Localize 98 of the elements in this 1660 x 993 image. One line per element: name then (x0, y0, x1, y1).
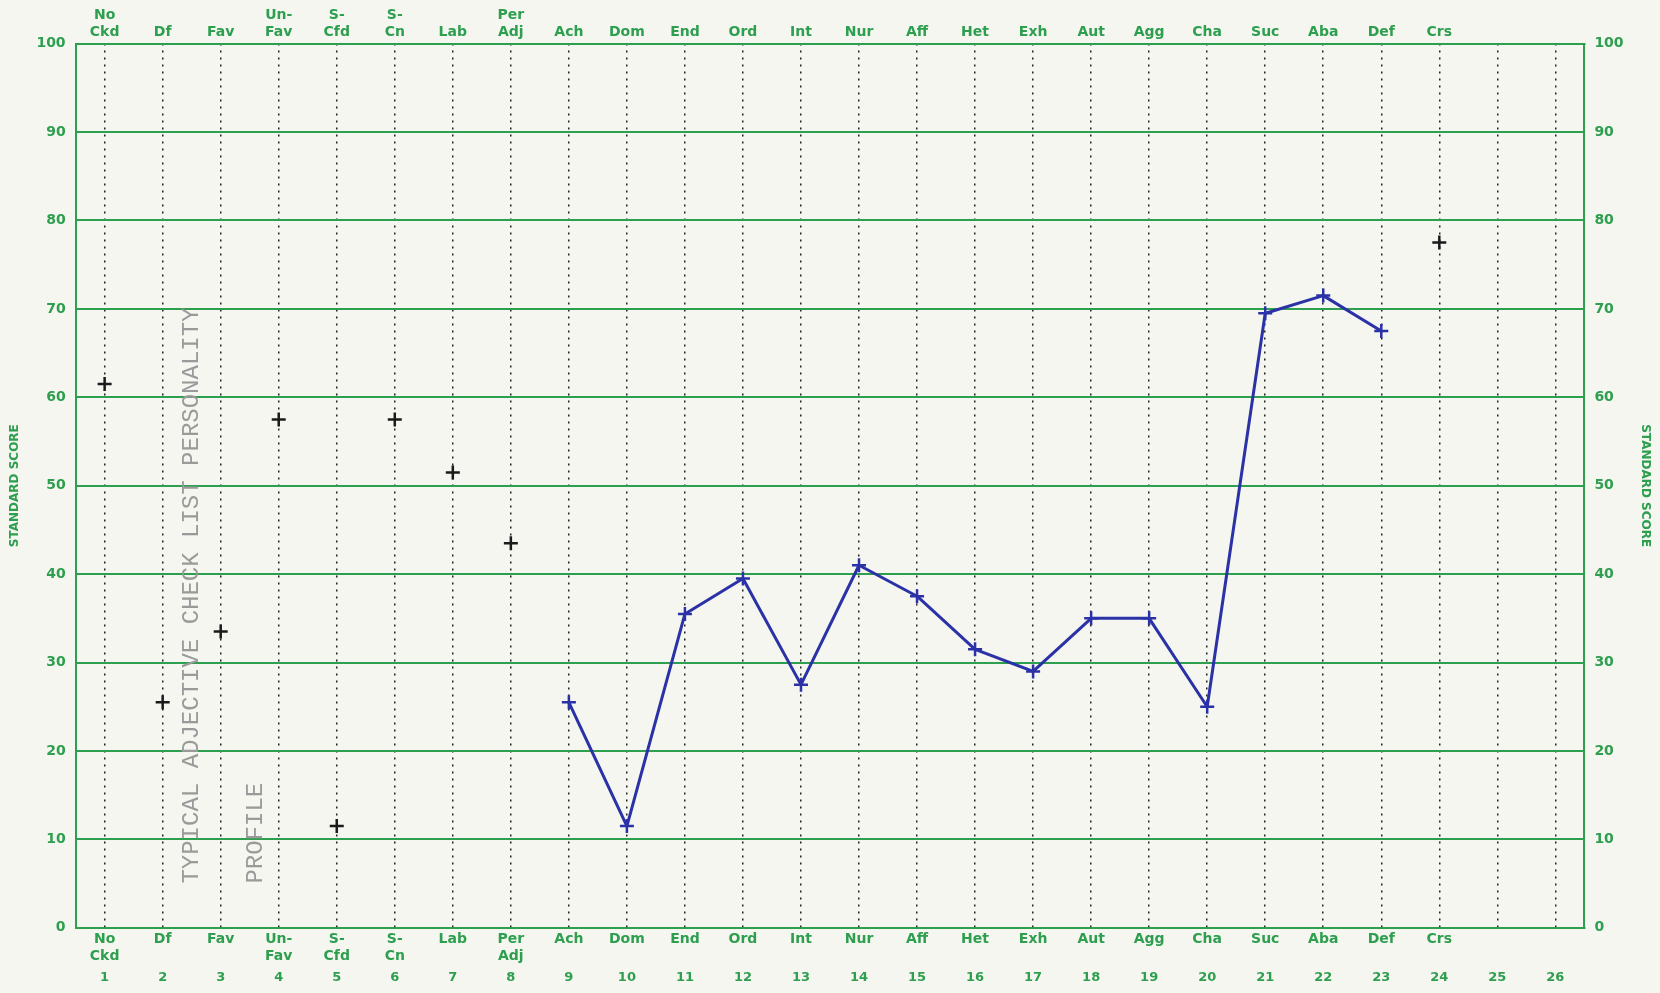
text: 1 2 3 4 5 6 7 8 9 10 11 12 13 14 15 16 17 18 19 20 21 22 23 24 25 26 (100, 968, 1565, 984)
point (1140, 610, 1158, 627)
y2-tick-label: 30 (1594, 653, 1615, 670)
y-axis-title: STANDARD SCORE (7, 424, 22, 548)
category-label: Cha (1192, 22, 1223, 39)
y2-tick-label: 50 (1594, 476, 1615, 493)
y2-tick-label: 40 (1594, 564, 1615, 581)
x-tick-label: Df (153, 929, 173, 946)
point (618, 817, 636, 835)
y-tick-label: 80 (46, 211, 66, 228)
y-tick-label: 10 (46, 830, 66, 847)
category-label: Un- Fav (265, 6, 293, 39)
y2-axis-title: STANDARD SCORE (1638, 424, 1653, 548)
point (1315, 287, 1332, 304)
y-tick-label: 90 (46, 122, 66, 139)
point (328, 817, 345, 835)
point (1256, 305, 1274, 322)
point (560, 694, 578, 711)
x-tick-label: Crs (1426, 929, 1453, 946)
y-tick-label: 60 (46, 387, 66, 404)
point (1373, 322, 1390, 340)
point (386, 411, 404, 428)
category-label: Aba (1308, 22, 1339, 39)
x-tick-label: Aff (905, 929, 929, 946)
x-tick-label: Def (1367, 929, 1396, 946)
category-label: S- Cn (384, 6, 405, 39)
point (270, 411, 287, 428)
x-tick-label: Het (961, 929, 990, 946)
x-tick-label: Fav (207, 929, 235, 946)
y2-tick-label: 60 (1594, 387, 1615, 404)
x-tick-label: Lab (438, 929, 468, 946)
point (154, 694, 171, 711)
category-label: Aff (905, 22, 929, 39)
point (1082, 610, 1100, 627)
category-label: Dom (608, 22, 645, 39)
x-tick-label: Int (790, 929, 813, 946)
point (966, 641, 984, 658)
y-tick-label: 20 (46, 741, 66, 758)
category-label: Exh (1018, 22, 1048, 39)
x-tick-label: S- Cn (384, 929, 405, 963)
x-tick-label: Cha (1192, 929, 1223, 946)
x-tick-label: No Ckd (89, 929, 120, 963)
category-label: Suc (1251, 22, 1280, 39)
annotation: TYPICAL ADJECTIVE CHECK LIST PERSONALITY (178, 307, 206, 884)
point (212, 623, 229, 640)
y2-tick-label: 10 (1594, 830, 1615, 847)
y-tick-label: 0 (55, 918, 66, 935)
x-tick-label: Exh (1018, 929, 1048, 946)
y-tick-label: 50 (46, 476, 66, 493)
category-label: S- Cfd (323, 6, 350, 39)
point (1198, 698, 1216, 715)
category-label: Per Adj (497, 6, 525, 39)
category-label: Def (1367, 22, 1395, 39)
x-tick-label: Ach (554, 929, 584, 946)
point (908, 587, 926, 605)
x-tick-label: End (670, 929, 700, 946)
point (676, 605, 694, 623)
y2-tick-label: 0 (1594, 918, 1605, 935)
category-label: Lab (438, 22, 468, 39)
category-label: Ach (554, 22, 584, 39)
y-tick-label: 100 (36, 34, 66, 51)
y-tick-label: 40 (46, 564, 66, 581)
y-tick-label: 30 (46, 653, 66, 670)
x-tick-label: Ord (728, 929, 758, 946)
point (792, 676, 810, 693)
y2-tick-label: 90 (1594, 122, 1615, 139)
y2-tick-label: 70 (1594, 299, 1615, 316)
category-label: Int (790, 22, 812, 39)
x-tick-label: Agg (1133, 929, 1165, 946)
x-tick-label: Suc (1251, 929, 1280, 946)
category-label: End (670, 22, 700, 39)
x-tick-label: Aut (1077, 929, 1106, 946)
category-label: Aut (1077, 22, 1105, 39)
category-label: Crs (1426, 22, 1453, 39)
category-label: Nur (844, 22, 874, 39)
category-label: Het (961, 22, 990, 39)
point (734, 570, 752, 587)
category-label: Fav (207, 22, 235, 39)
category-label: Ord (728, 22, 758, 39)
x-tick-label: Aba (1308, 929, 1339, 946)
category-label: No Ckd (89, 6, 120, 39)
x-tick-label: Per Adj (497, 929, 525, 963)
point (502, 534, 520, 552)
category-label: Agg (1133, 22, 1165, 39)
x-tick-label: S- Cfd (323, 929, 350, 963)
y2-tick-label: 80 (1594, 211, 1615, 228)
x-tick-label: Un- Fav (265, 929, 293, 963)
x-tick-label: Nur (844, 929, 874, 946)
y2-tick-label: 20 (1594, 741, 1615, 758)
y2-tick-label: 100 (1594, 34, 1624, 51)
x-tick-label: Dom (608, 929, 645, 946)
y-tick-label: 70 (46, 299, 66, 316)
point (1024, 663, 1042, 680)
point (850, 557, 868, 574)
category-label: Df (153, 22, 172, 39)
point (96, 375, 113, 393)
annotation: PROFILE (241, 782, 269, 884)
point (444, 464, 462, 481)
